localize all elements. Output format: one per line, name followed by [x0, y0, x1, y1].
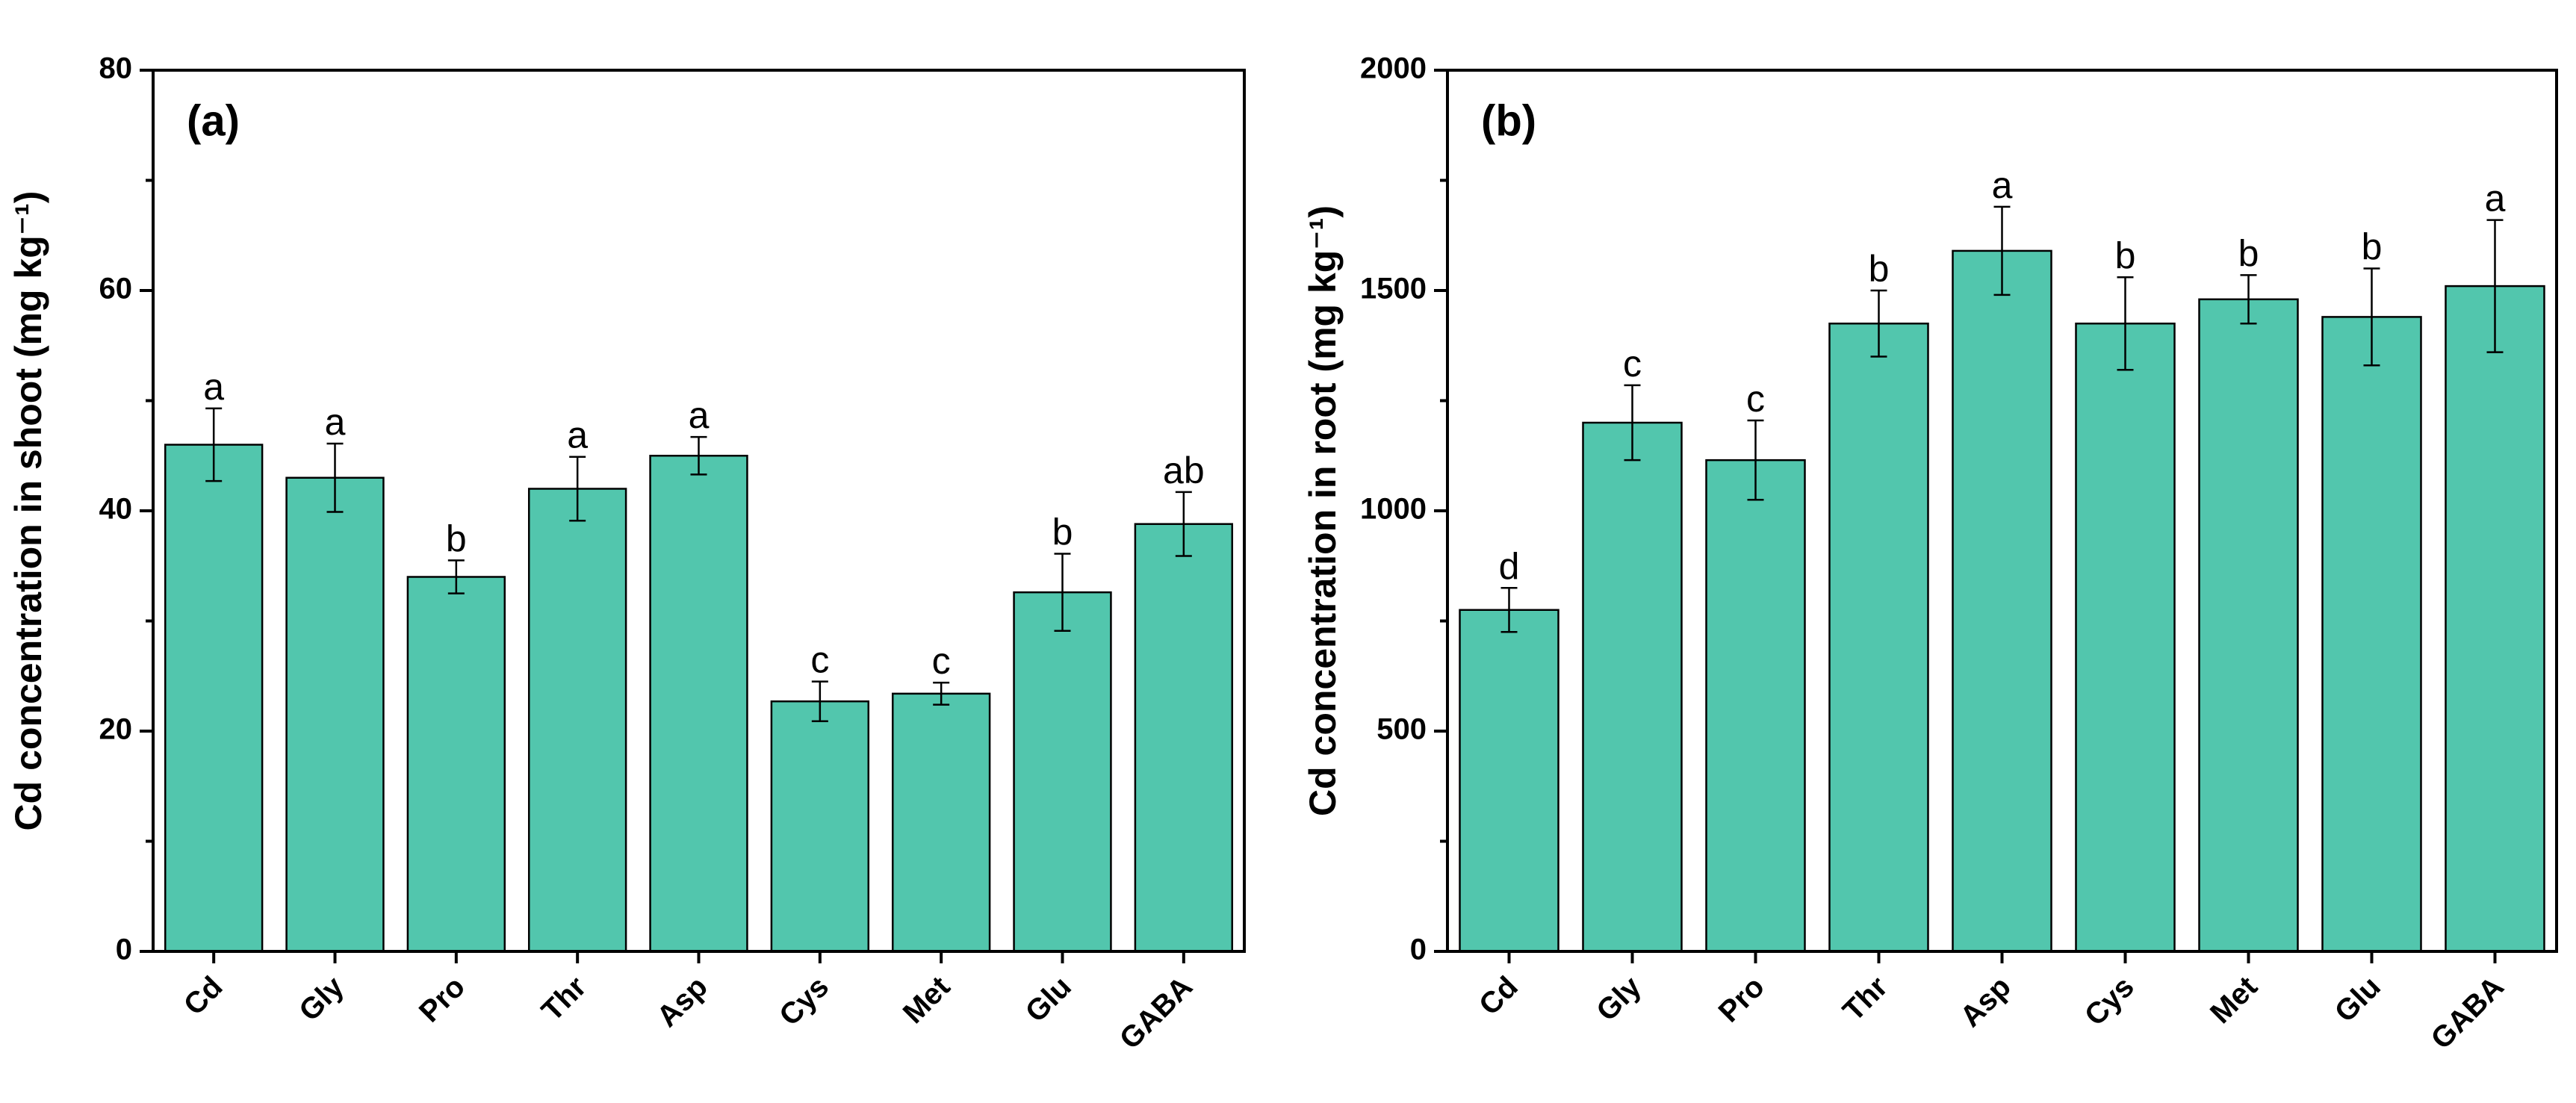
bar — [1582, 421, 1683, 953]
error-bar — [690, 435, 707, 476]
y-tick-label: 1000 — [1360, 493, 1427, 526]
significance-letter: c — [810, 639, 829, 681]
y-tick-label: 40 — [99, 493, 133, 526]
x-tick-label: Pro — [413, 970, 471, 1028]
y-tick-label: 0 — [116, 933, 132, 966]
x-tick-label: Cys — [773, 970, 835, 1032]
error-bar — [205, 407, 223, 482]
y-axis-title: Cd concentration in shoot (mg kg⁻¹) — [7, 191, 49, 831]
x-tick-label: Gly — [293, 970, 350, 1028]
x-tick-label: Gly — [1590, 970, 1648, 1028]
x-tick-label: Thr — [1837, 970, 1894, 1028]
bar — [1952, 249, 2052, 953]
x-tick-label: Cd — [178, 970, 229, 1022]
error-bar — [447, 559, 465, 594]
y-tick-label: 2000 — [1360, 52, 1427, 85]
bar — [1013, 591, 1112, 953]
x-tick-label: GABA — [1114, 970, 1199, 1055]
bar — [2075, 323, 2176, 953]
significance-letter: c — [1623, 343, 1642, 385]
bar — [2445, 285, 2545, 953]
x-tick-label: Glu — [1019, 970, 1078, 1028]
bar — [891, 692, 991, 953]
y-axis-title: Cd concentration in root (mg kg⁻¹) — [1302, 205, 1344, 816]
significance-letter: a — [1992, 164, 2013, 206]
significance-letter: a — [2485, 178, 2506, 220]
bar — [164, 444, 264, 953]
significance-letter: d — [1499, 545, 1520, 587]
error-bar — [1870, 289, 1887, 358]
x-tick-label: GABA — [2424, 970, 2510, 1055]
bar — [406, 576, 506, 953]
y-tick-label: 1500 — [1360, 273, 1427, 305]
significance-letter: b — [446, 518, 467, 559]
bar — [1134, 523, 1234, 953]
error-bar — [2117, 276, 2134, 371]
error-bar — [1993, 205, 2011, 296]
panel-label: (a) — [187, 96, 240, 145]
error-bar — [2363, 267, 2380, 367]
error-bar — [1624, 384, 1641, 462]
error-bar — [1500, 587, 1518, 633]
significance-letter: b — [2115, 234, 2136, 276]
y-tick-label: 80 — [99, 52, 133, 85]
bar — [1828, 323, 1929, 953]
x-tick-label: Glu — [2329, 970, 2387, 1028]
error-bar — [2240, 274, 2257, 325]
error-bar — [811, 680, 828, 722]
error-bar — [2486, 219, 2504, 353]
significance-letter: ab — [1163, 450, 1205, 491]
x-tick-label: Met — [897, 970, 957, 1030]
error-bar — [933, 681, 950, 706]
error-bar — [1747, 419, 1764, 501]
x-tick-label: Cys — [2079, 970, 2141, 1032]
panel-label: (b) — [1481, 96, 1536, 145]
significance-letter: a — [567, 414, 588, 456]
significance-letter: b — [2238, 232, 2259, 274]
x-tick-label: Thr — [536, 970, 593, 1028]
plot-frame — [1446, 69, 2558, 953]
significance-letter: b — [2362, 226, 2383, 268]
bar — [2198, 298, 2299, 953]
bar — [1705, 459, 1806, 953]
significance-letter: a — [325, 401, 346, 443]
bar — [770, 700, 870, 953]
error-bar — [326, 442, 344, 513]
significance-letter: a — [689, 394, 710, 436]
bar — [2321, 316, 2422, 953]
error-bar — [569, 456, 586, 522]
plot-frame — [152, 69, 1246, 953]
y-tick-label: 500 — [1377, 713, 1427, 746]
y-tick-label: 60 — [99, 273, 133, 305]
bar — [285, 476, 385, 953]
significance-letter: c — [1746, 378, 1765, 420]
significance-letter: c — [932, 640, 951, 682]
bar — [649, 455, 748, 953]
error-bar — [1054, 553, 1071, 633]
x-tick-label: Cd — [1473, 970, 1524, 1022]
y-tick-label: 0 — [1410, 933, 1427, 966]
bar — [527, 488, 627, 953]
x-tick-label: Met — [2204, 970, 2264, 1030]
x-tick-label: Asp — [651, 970, 714, 1034]
y-tick-label: 20 — [99, 713, 133, 746]
significance-letter: b — [1869, 248, 1890, 290]
x-tick-label: Asp — [1954, 970, 2017, 1034]
significance-letter: b — [1052, 512, 1073, 553]
significance-letter: a — [203, 366, 224, 408]
x-tick-label: Pro — [1713, 970, 1771, 1028]
error-bar — [1175, 491, 1192, 557]
bar — [1459, 609, 1559, 953]
